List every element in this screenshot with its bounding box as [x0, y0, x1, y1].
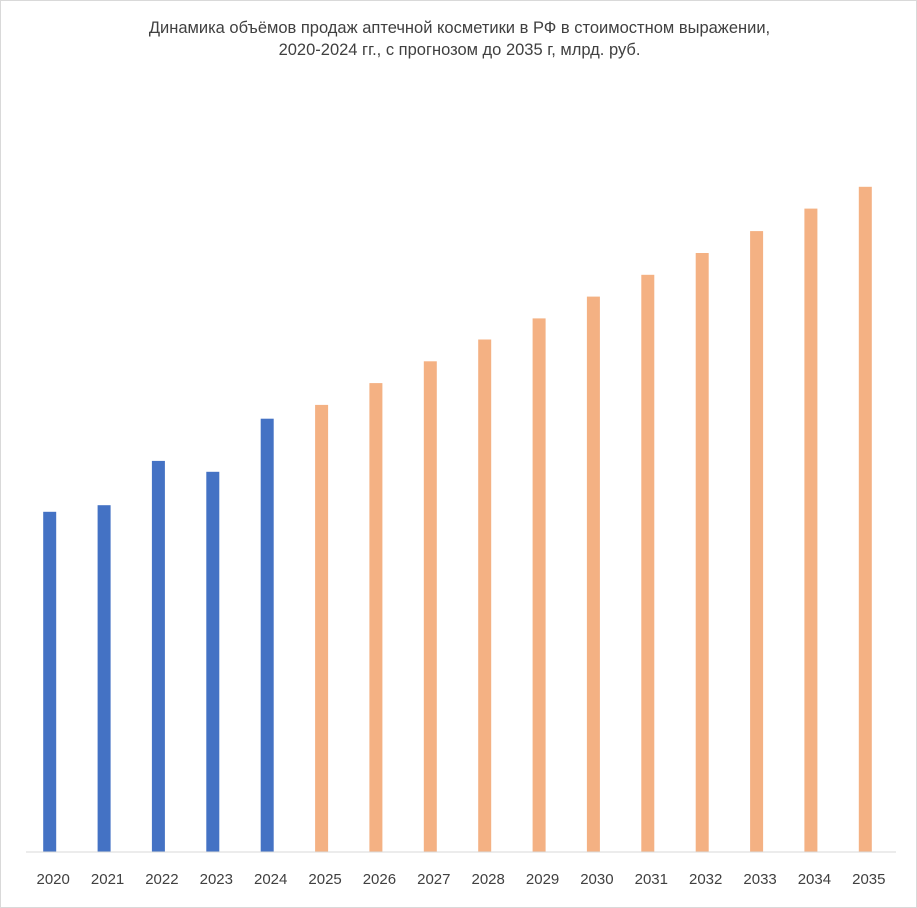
x-tick-label-2033: 2033 — [743, 871, 776, 888]
bar-2027 — [423, 361, 437, 852]
chart-title: Динамика объёмов продаж аптечной космети… — [1, 17, 917, 61]
x-tick-label-2029: 2029 — [526, 871, 559, 888]
chart-title-line-1: Динамика объёмов продаж аптечной космети… — [148, 19, 771, 37]
bar-2035 — [858, 186, 872, 853]
bar-2025 — [315, 404, 329, 852]
bar-2032 — [695, 253, 709, 852]
bar-2022 — [151, 460, 165, 852]
x-tick-label-2022: 2022 — [145, 871, 178, 888]
chart-title-line-2: 2020-2024 гг., с прогнозом до 2035 г, мл… — [278, 41, 641, 59]
bar-2024 — [260, 418, 274, 852]
x-tick-label-2034: 2034 — [798, 871, 831, 888]
x-tick-label-2025: 2025 — [308, 871, 341, 888]
x-tick-label-2024: 2024 — [254, 871, 287, 888]
bar-2026 — [369, 383, 383, 852]
x-tick-label-2021: 2021 — [91, 871, 124, 888]
bar-2020 — [43, 511, 57, 852]
x-tick-label-2035: 2035 — [852, 871, 885, 888]
bar-2021 — [97, 505, 111, 852]
bars-layer — [43, 186, 872, 853]
bar-2028 — [478, 339, 492, 852]
x-tick-label-2032: 2032 — [689, 871, 722, 888]
x-tick-label-2026: 2026 — [363, 871, 396, 888]
bar-2031 — [641, 274, 655, 852]
bar-2034 — [804, 208, 818, 853]
x-tick-label-2020: 2020 — [37, 871, 70, 888]
x-tick-label-2027: 2027 — [417, 871, 450, 888]
bar-2023 — [206, 471, 220, 852]
x-tick-label-2031: 2031 — [635, 871, 668, 888]
x-tick-labels: 2020 2021 2022 2023 2024 2025 2026 2027 2028 2029… — [37, 871, 886, 888]
bar-2033 — [750, 231, 764, 853]
bar-2030 — [586, 296, 600, 853]
x-tick-label-2023: 2023 — [200, 871, 233, 888]
bar-2029 — [532, 318, 546, 852]
x-tick-label-2030: 2030 — [580, 871, 613, 888]
x-tick-label-2028: 2028 — [472, 871, 505, 888]
